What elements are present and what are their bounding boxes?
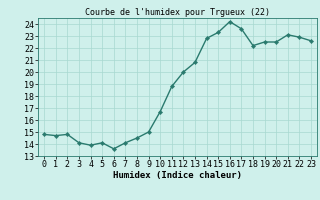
Title: Courbe de l'humidex pour Trgueux (22): Courbe de l'humidex pour Trgueux (22) (85, 8, 270, 17)
X-axis label: Humidex (Indice chaleur): Humidex (Indice chaleur) (113, 171, 242, 180)
